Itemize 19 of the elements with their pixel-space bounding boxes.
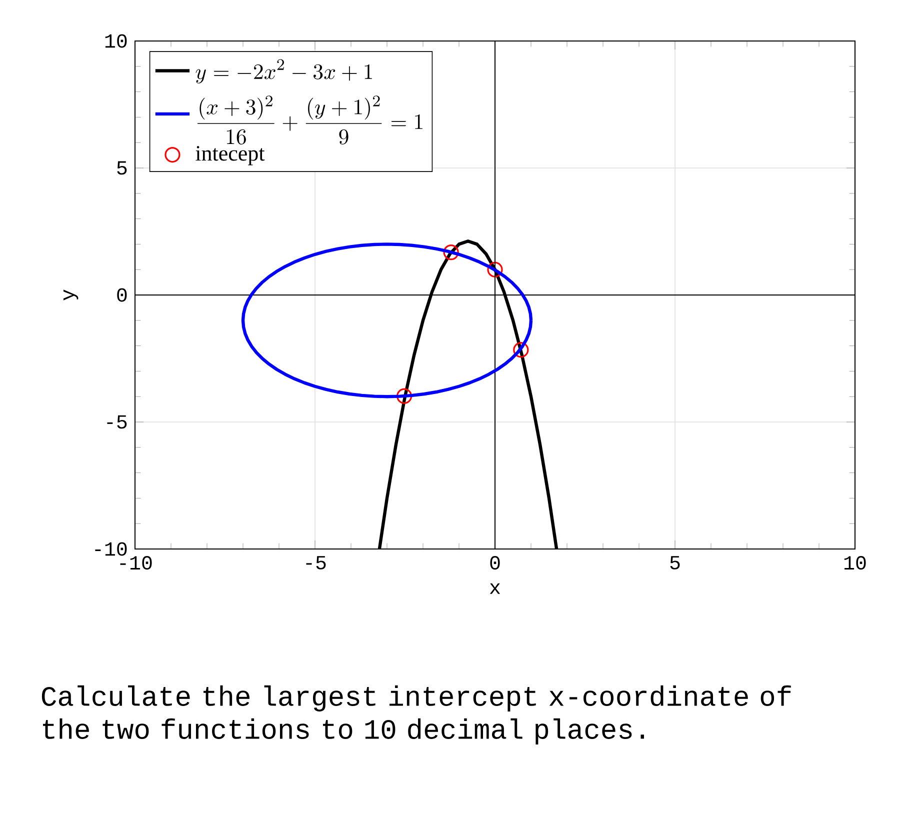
y-tick-label: 5: [117, 161, 127, 175]
legend-label: $\frac{(x+3)^2}{16}+\frac{(y+1)^2}{9}=1$: [198, 96, 422, 144]
x-tick-label: -5: [306, 556, 326, 570]
x-axis-title: x: [490, 583, 500, 594]
x-tick-label: 0: [490, 556, 500, 570]
y-tick-label: -5: [107, 415, 127, 429]
legend-label: $y=-2x^2-3x+1$: [196, 59, 372, 84]
y-tick-label: 10: [105, 34, 127, 48]
point: [513, 342, 529, 358]
text: Calculate the largest intercept x-coordinate of the two functions to 10 decimal places.: [42, 685, 791, 744]
point: [487, 262, 503, 278]
y-tick-label: 0: [117, 288, 127, 302]
x-tick-label: 5: [670, 556, 680, 570]
x-tick-label: 10: [844, 556, 866, 570]
y-tick-label: -10: [95, 542, 127, 556]
y-axis-title: y: [63, 290, 78, 300]
point: [396, 388, 412, 404]
point: [443, 244, 459, 260]
legend-label: intecept: [196, 146, 265, 166]
